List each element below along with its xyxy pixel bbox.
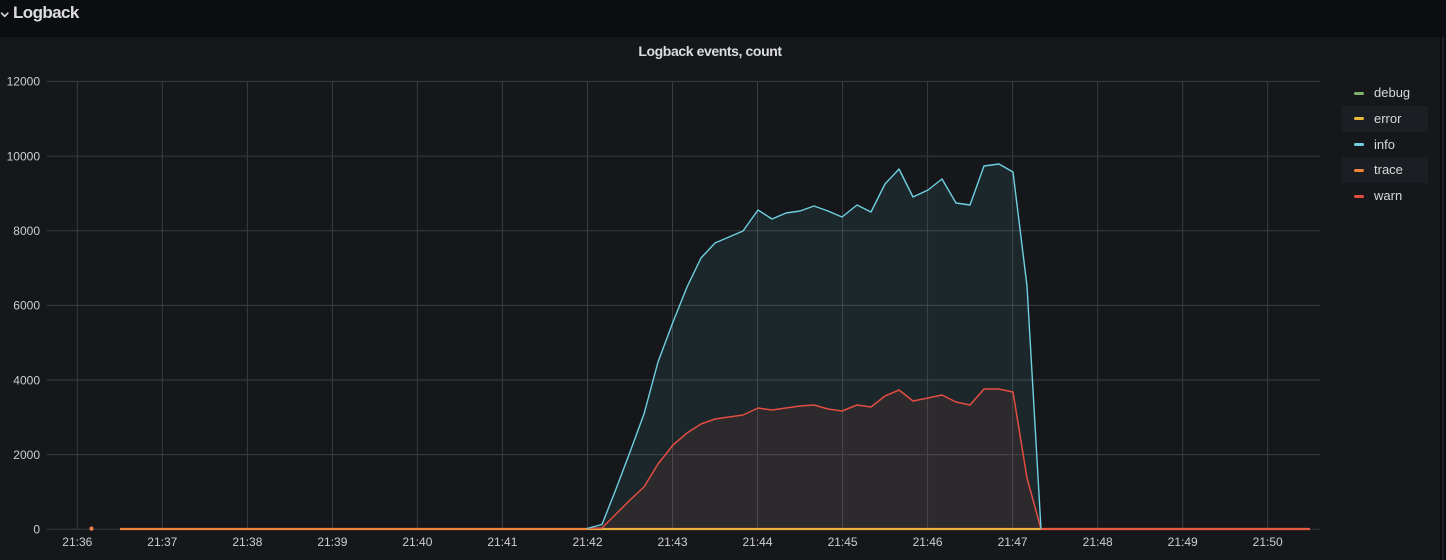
svg-text:21:43: 21:43 (657, 535, 687, 549)
svg-text:10000: 10000 (7, 149, 41, 163)
svg-text:21:45: 21:45 (828, 535, 858, 549)
svg-text:2000: 2000 (13, 448, 40, 462)
svg-text:21:42: 21:42 (572, 535, 602, 549)
svg-text:21:41: 21:41 (487, 535, 517, 549)
svg-text:21:47: 21:47 (998, 535, 1028, 549)
svg-text:21:39: 21:39 (317, 535, 347, 549)
svg-text:21:46: 21:46 (913, 535, 943, 549)
svg-text:0: 0 (33, 523, 40, 537)
svg-text:21:50: 21:50 (1253, 535, 1283, 549)
svg-text:21:44: 21:44 (742, 535, 772, 549)
svg-text:12000: 12000 (7, 75, 41, 89)
svg-text:8000: 8000 (13, 224, 40, 238)
svg-text:21:36: 21:36 (62, 535, 92, 549)
svg-text:21:49: 21:49 (1168, 535, 1198, 549)
svg-text:21:38: 21:38 (232, 535, 262, 549)
svg-text:21:37: 21:37 (147, 535, 177, 549)
svg-text:4000: 4000 (13, 373, 40, 387)
svg-text:21:40: 21:40 (402, 535, 432, 549)
svg-text:6000: 6000 (13, 299, 40, 313)
svg-text:21:48: 21:48 (1083, 535, 1113, 549)
